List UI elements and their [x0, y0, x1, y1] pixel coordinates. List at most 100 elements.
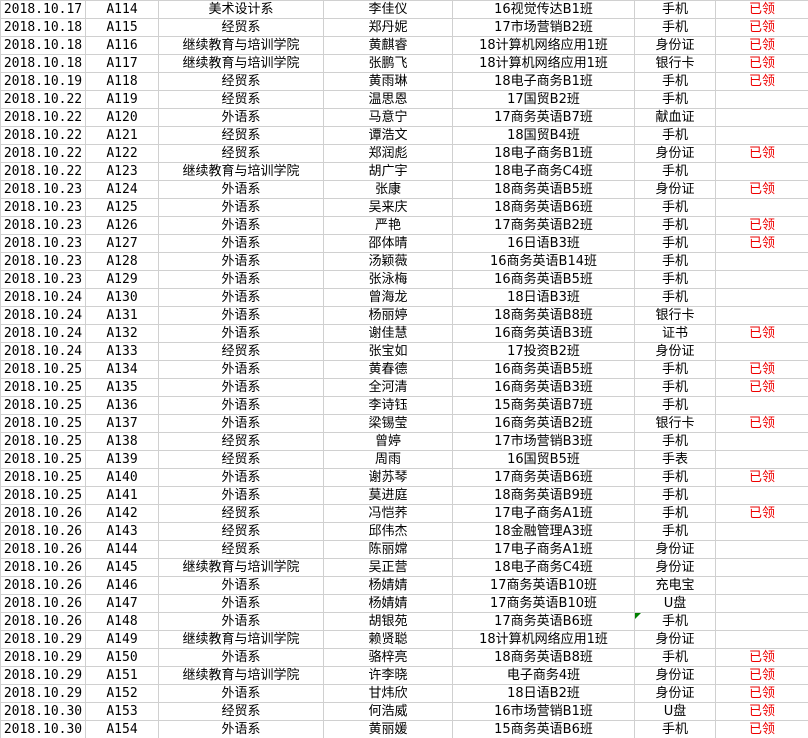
cell-item[interactable]: 充电宝 [634, 576, 716, 595]
cell-name[interactable]: 甘炜欣 [323, 684, 453, 703]
cell-name[interactable]: 赖贤聪 [323, 630, 453, 649]
cell-class[interactable]: 17商务英语B2班 [452, 216, 635, 235]
cell-date[interactable]: 2018.10.24 [0, 342, 86, 361]
cell-date[interactable]: 2018.10.29 [0, 630, 86, 649]
cell-status[interactable] [715, 306, 808, 325]
cell-date[interactable]: 2018.10.24 [0, 324, 86, 343]
cell-department[interactable]: 继续教育与培训学院 [158, 558, 324, 577]
cell-date[interactable]: 2018.10.23 [0, 216, 86, 235]
cell-receipt_id[interactable]: A124 [85, 180, 159, 199]
cell-status[interactable]: 已领 [715, 666, 808, 685]
cell-status[interactable] [715, 450, 808, 469]
cell-date[interactable]: 2018.10.26 [0, 522, 86, 541]
cell-item[interactable]: 手表 [634, 450, 716, 469]
cell-receipt_id[interactable]: A150 [85, 648, 159, 667]
cell-department[interactable]: 经贸系 [158, 342, 324, 361]
cell-date[interactable]: 2018.10.17 [0, 0, 86, 19]
cell-name[interactable]: 周雨 [323, 450, 453, 469]
cell-department[interactable]: 外语系 [158, 594, 324, 613]
cell-item[interactable]: 身份证 [634, 36, 716, 55]
cell-class[interactable]: 18商务英语B8班 [452, 306, 635, 325]
cell-class[interactable]: 16商务英语B2班 [452, 414, 635, 433]
cell-department[interactable]: 外语系 [158, 234, 324, 253]
cell-department[interactable]: 经贸系 [158, 504, 324, 523]
cell-name[interactable]: 温思恩 [323, 90, 453, 109]
cell-date[interactable]: 2018.10.23 [0, 252, 86, 271]
cell-item[interactable]: 身份证 [634, 630, 716, 649]
cell-department[interactable]: 外语系 [158, 378, 324, 397]
cell-date[interactable]: 2018.10.29 [0, 666, 86, 685]
cell-class[interactable]: 18商务英语B9班 [452, 486, 635, 505]
cell-name[interactable]: 张泳梅 [323, 270, 453, 289]
cell-department[interactable]: 经贸系 [158, 540, 324, 559]
cell-receipt_id[interactable]: A149 [85, 630, 159, 649]
cell-item[interactable]: 手机 [634, 504, 716, 523]
cell-receipt_id[interactable]: A115 [85, 18, 159, 37]
cell-status[interactable]: 已领 [715, 54, 808, 73]
cell-item[interactable]: 手机 [634, 234, 716, 253]
cell-date[interactable]: 2018.10.18 [0, 54, 86, 73]
cell-receipt_id[interactable]: A142 [85, 504, 159, 523]
cell-status[interactable] [715, 432, 808, 451]
cell-department[interactable]: 外语系 [158, 684, 324, 703]
cell-date[interactable]: 2018.10.23 [0, 234, 86, 253]
cell-item[interactable]: 手机 [634, 288, 716, 307]
cell-class[interactable]: 17市场营销B3班 [452, 432, 635, 451]
cell-name[interactable]: 李佳仪 [323, 0, 453, 19]
cell-receipt_id[interactable]: A133 [85, 342, 159, 361]
cell-status[interactable]: 已领 [715, 414, 808, 433]
cell-status[interactable] [715, 396, 808, 415]
cell-class[interactable]: 15商务英语B7班 [452, 396, 635, 415]
cell-status[interactable] [715, 540, 808, 559]
cell-receipt_id[interactable]: A119 [85, 90, 159, 109]
cell-status[interactable] [715, 198, 808, 217]
cell-date[interactable]: 2018.10.26 [0, 612, 86, 631]
cell-department[interactable]: 经贸系 [158, 126, 324, 145]
cell-department[interactable]: 经贸系 [158, 90, 324, 109]
cell-receipt_id[interactable]: A141 [85, 486, 159, 505]
cell-status[interactable]: 已领 [715, 684, 808, 703]
cell-status[interactable]: 已领 [715, 504, 808, 523]
cell-department[interactable]: 外语系 [158, 108, 324, 127]
cell-item[interactable]: 手机 [634, 162, 716, 181]
cell-date[interactable]: 2018.10.26 [0, 594, 86, 613]
cell-class[interactable]: 18计算机网络应用1班 [452, 54, 635, 73]
cell-date[interactable]: 2018.10.23 [0, 198, 86, 217]
cell-name[interactable]: 杨丽婷 [323, 306, 453, 325]
cell-receipt_id[interactable]: A118 [85, 72, 159, 91]
cell-class[interactable]: 18国贸B4班 [452, 126, 635, 145]
cell-name[interactable]: 黄丽媛 [323, 720, 453, 738]
cell-department[interactable]: 继续教育与培训学院 [158, 36, 324, 55]
cell-class[interactable]: 18商务英语B5班 [452, 180, 635, 199]
cell-item[interactable]: 证书 [634, 324, 716, 343]
cell-status[interactable]: 已领 [715, 702, 808, 721]
cell-department[interactable]: 美术设计系 [158, 0, 324, 19]
cell-name[interactable]: 李诗钰 [323, 396, 453, 415]
cell-class[interactable]: 16视觉传达B1班 [452, 0, 635, 19]
cell-status[interactable] [715, 612, 808, 631]
cell-receipt_id[interactable]: A120 [85, 108, 159, 127]
cell-class[interactable]: 18计算机网络应用1班 [452, 630, 635, 649]
cell-receipt_id[interactable]: A131 [85, 306, 159, 325]
cell-receipt_id[interactable]: A127 [85, 234, 159, 253]
cell-date[interactable]: 2018.10.25 [0, 396, 86, 415]
cell-class[interactable]: 17商务英语B10班 [452, 594, 635, 613]
cell-name[interactable]: 黄麒睿 [323, 36, 453, 55]
cell-item[interactable]: 手机 [634, 90, 716, 109]
cell-department[interactable]: 外语系 [158, 486, 324, 505]
cell-class[interactable]: 16市场营销B1班 [452, 702, 635, 721]
cell-name[interactable]: 曾婷 [323, 432, 453, 451]
cell-item[interactable]: 身份证 [634, 666, 716, 685]
cell-class[interactable]: 17商务英语B6班 [452, 468, 635, 487]
cell-status[interactable] [715, 270, 808, 289]
cell-status[interactable]: 已领 [715, 18, 808, 37]
cell-department[interactable]: 外语系 [158, 468, 324, 487]
cell-class[interactable]: 17商务英语B6班 [452, 612, 635, 631]
cell-status[interactable] [715, 108, 808, 127]
cell-name[interactable]: 黄春德 [323, 360, 453, 379]
cell-department[interactable]: 经贸系 [158, 144, 324, 163]
cell-item[interactable]: 手机 [634, 126, 716, 145]
cell-status[interactable] [715, 576, 808, 595]
cell-name[interactable]: 谢佳慧 [323, 324, 453, 343]
cell-class[interactable]: 17商务英语B7班 [452, 108, 635, 127]
